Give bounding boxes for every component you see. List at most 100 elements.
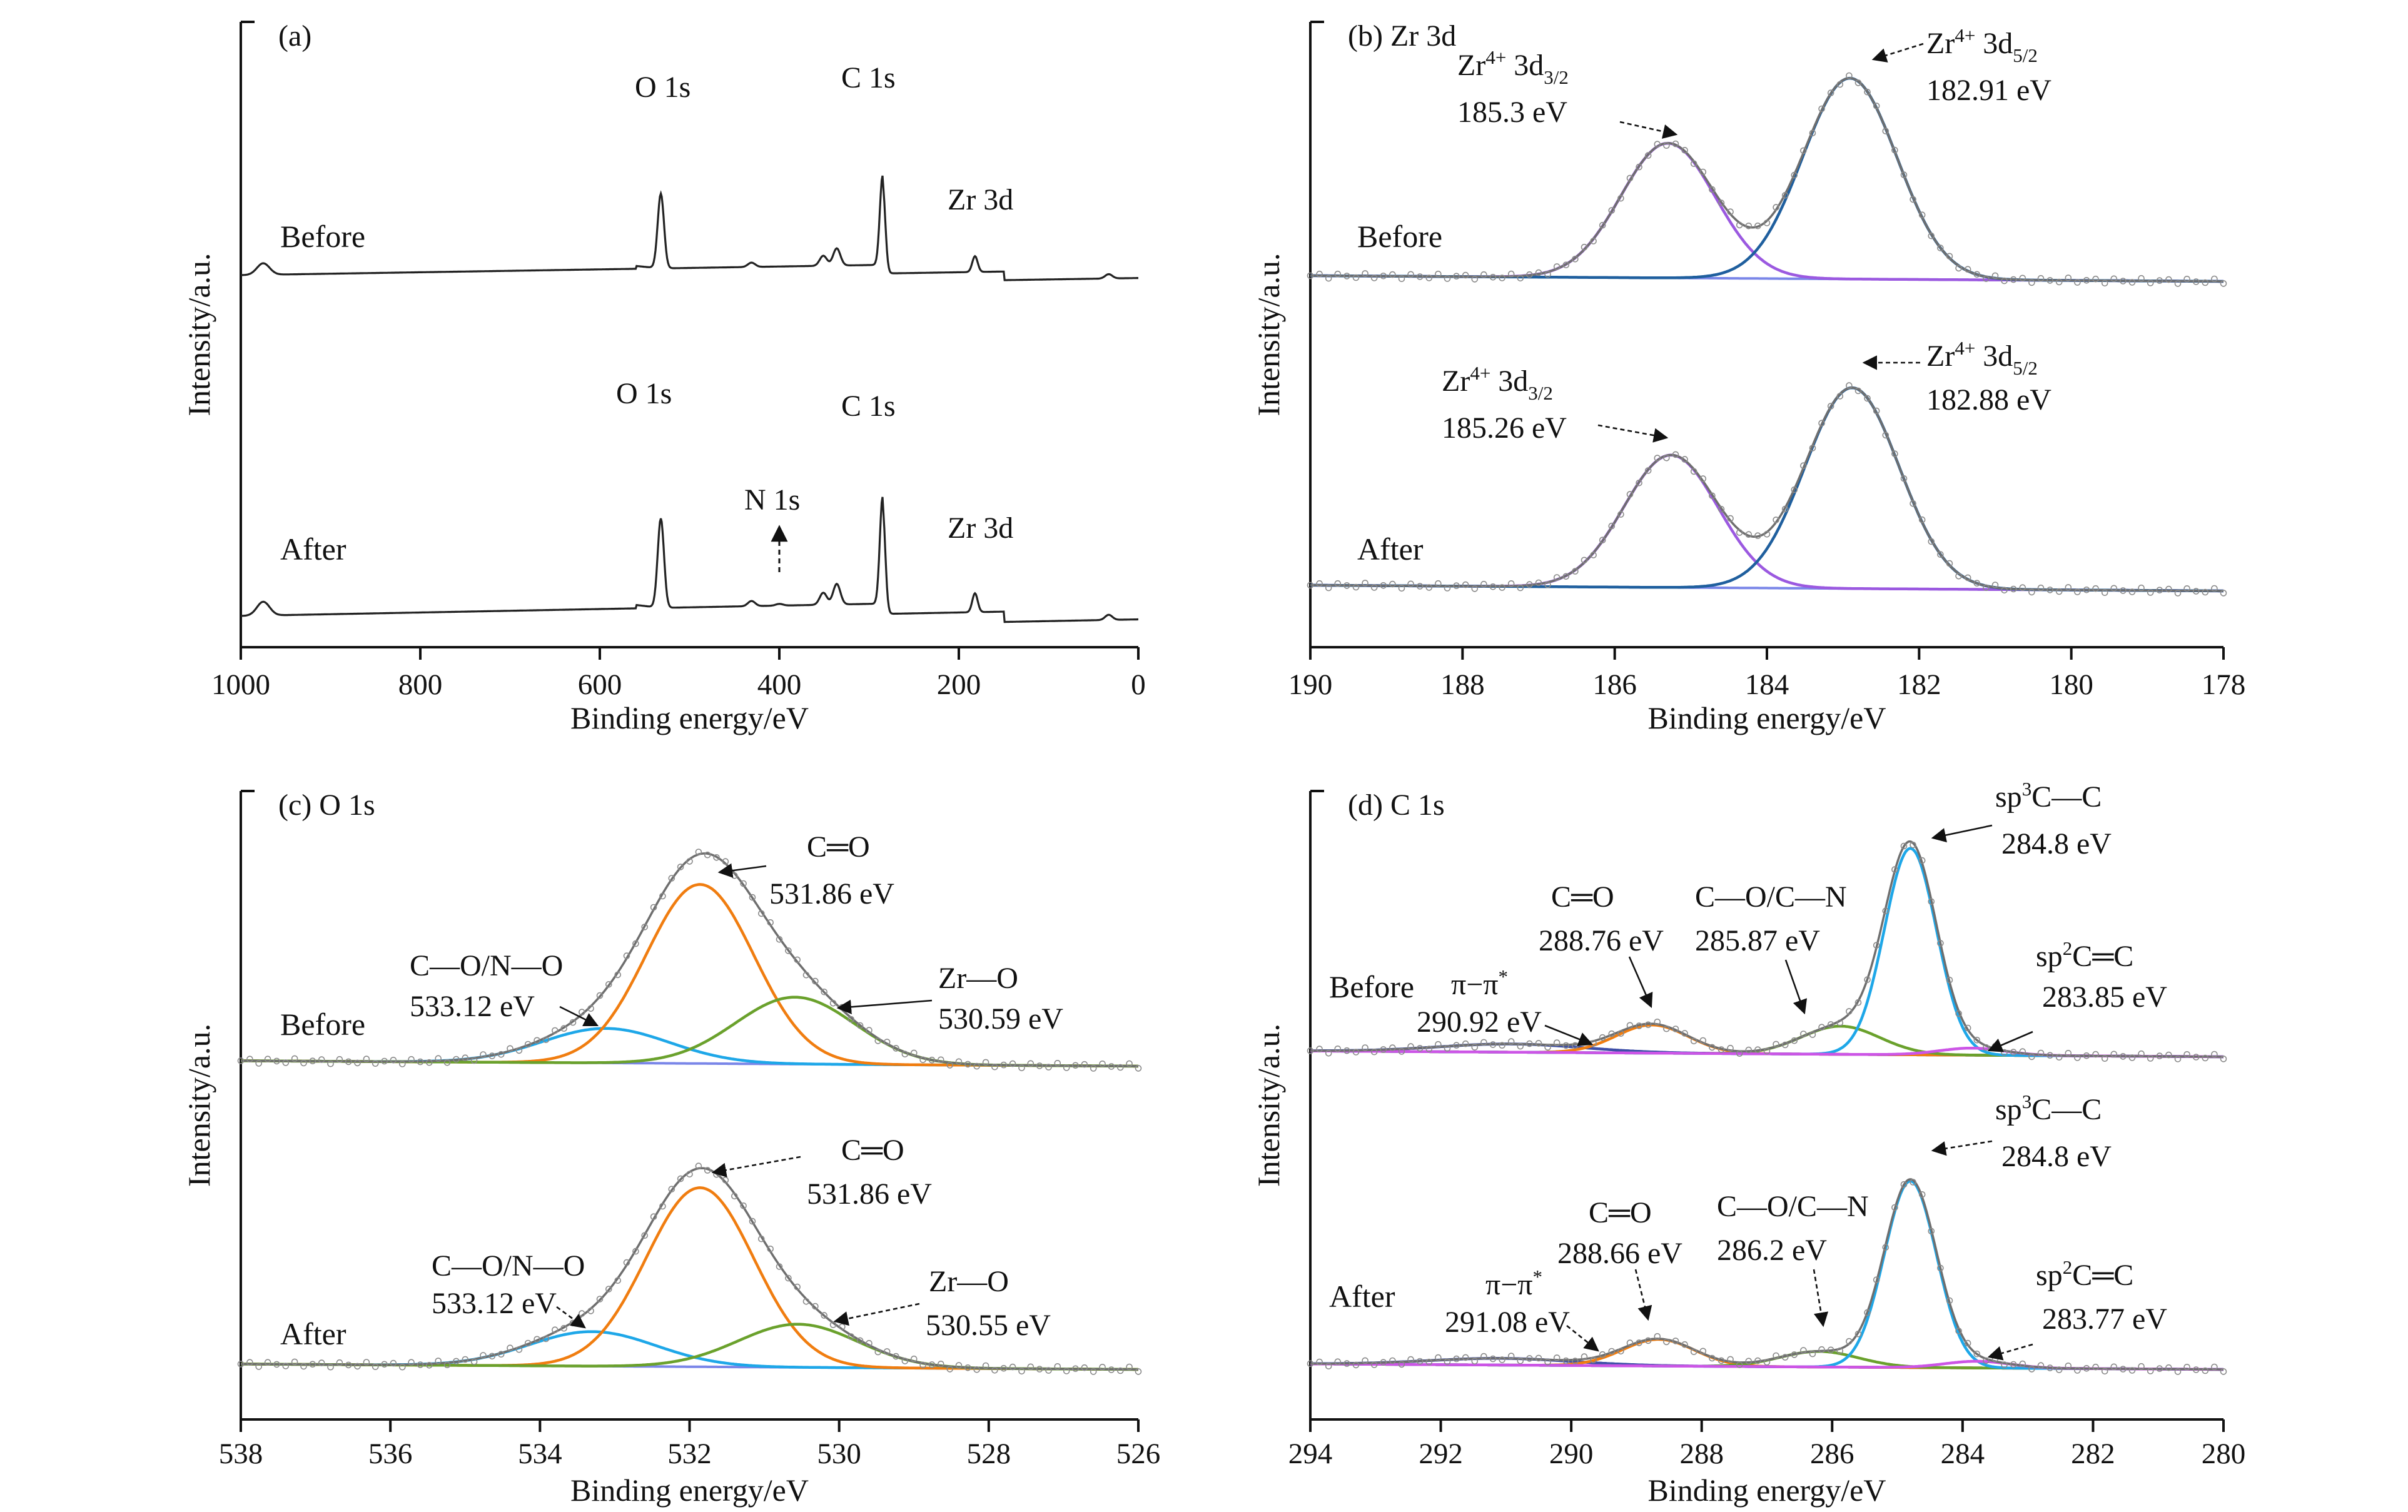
raw-data-point	[1535, 1354, 1542, 1362]
raw-data-point	[560, 1324, 567, 1332]
raw-data-point	[623, 1259, 630, 1266]
raw-data-point	[1836, 1347, 1844, 1354]
raw-data-point	[2001, 1361, 2008, 1368]
raw-data-point	[398, 1061, 406, 1067]
raw-data-point	[480, 1352, 487, 1359]
raw-data-point	[507, 1045, 513, 1052]
raw-data-point	[1435, 580, 1442, 587]
raw-data-point	[1316, 1358, 1323, 1366]
raw-data-point	[1864, 976, 1871, 983]
raw-data-point	[1462, 271, 1469, 279]
raw-data-point	[2065, 275, 2072, 281]
raw-data-point	[1507, 1038, 1515, 1045]
raw-data-point	[345, 1361, 352, 1369]
annotation-arrow	[1544, 1024, 1594, 1047]
raw-data-point	[1791, 171, 1798, 179]
raw-data-point	[1599, 221, 1606, 229]
raw-data-point	[1063, 1368, 1070, 1374]
raw-data-point	[578, 1009, 585, 1016]
raw-data-point	[1964, 574, 1971, 582]
raw-data-point	[425, 1059, 433, 1066]
raw-data-point	[1754, 1046, 1761, 1053]
raw-data-point	[408, 1056, 415, 1063]
raw-data-point	[1416, 1045, 1424, 1052]
raw-data-point	[1900, 171, 1908, 178]
raw-data-point	[1507, 270, 1515, 278]
raw-data-point	[1135, 1065, 1142, 1072]
raw-data-point	[1562, 1042, 1570, 1049]
raw-data-point	[354, 1363, 361, 1370]
raw-data-point	[1343, 582, 1350, 589]
peak-energy: 185.26 eV	[1442, 411, 1567, 445]
raw-data-point	[802, 972, 810, 979]
raw-data-point	[1362, 580, 1368, 587]
raw-data-point	[1480, 1039, 1487, 1046]
raw-data-point	[2211, 585, 2218, 592]
x-tick-label: 534	[518, 1438, 562, 1470]
raw-data-point	[2046, 1364, 2053, 1371]
raw-data-point	[2092, 275, 2099, 283]
raw-data-point	[1425, 275, 1433, 281]
peak-label: Zr—O	[929, 1265, 1009, 1298]
raw-data-point	[1471, 585, 1479, 592]
raw-data-point	[443, 1059, 451, 1066]
raw-data-point	[2202, 588, 2209, 596]
raw-data-point	[731, 1192, 738, 1200]
raw-data-point	[1827, 1021, 1834, 1028]
raw-data-point	[1544, 581, 1551, 588]
raw-data-point	[1699, 1348, 1707, 1355]
peak-label: Zr—O	[938, 962, 1018, 995]
raw-data-point	[2202, 1054, 2209, 1062]
raw-data-point	[1553, 1039, 1561, 1046]
raw-data-point	[2174, 280, 2182, 287]
raw-data-point	[425, 1362, 433, 1369]
annotation-arrow	[1566, 1324, 1599, 1352]
raw-data-point	[1352, 583, 1360, 591]
x-tick-label: 284	[1941, 1438, 1985, 1470]
raw-data-point	[2183, 585, 2190, 592]
raw-data-point	[1325, 1363, 1332, 1369]
raw-data-point	[964, 1364, 971, 1371]
raw-data-point	[1380, 272, 1387, 280]
raw-data-point	[1663, 1338, 1670, 1346]
raw-data-point	[381, 1361, 388, 1368]
raw-data-point	[1983, 275, 1990, 282]
raw-data-point	[300, 1363, 307, 1370]
raw-data-point	[1973, 1037, 1981, 1044]
raw-data-point	[1928, 898, 1935, 905]
raw-data-point	[1407, 1356, 1414, 1363]
annotation-arrow	[1871, 43, 1924, 63]
raw-data-point	[1918, 857, 1926, 864]
raw-data-point	[2183, 1364, 2190, 1371]
raw-data-point	[2120, 1366, 2127, 1373]
raw-data-point	[1846, 72, 1853, 79]
raw-data-point	[1416, 273, 1424, 280]
raw-data-point	[1572, 1358, 1579, 1364]
raw-data-point	[327, 1060, 334, 1067]
x-tick-label: 180	[2049, 668, 2093, 701]
raw-data-point	[1389, 580, 1396, 588]
raw-data-point	[874, 1348, 882, 1356]
raw-data-point	[237, 1057, 245, 1064]
raw-data-point	[318, 1056, 325, 1063]
raw-data-point	[480, 1051, 487, 1058]
raw-data-point	[2147, 1055, 2154, 1062]
raw-data-point	[776, 1263, 783, 1270]
raw-data-point	[2055, 1054, 2063, 1061]
x-axis-title: Binding energy/eV	[570, 1473, 809, 1508]
x-tick-label: 400	[757, 668, 802, 701]
raw-data-point	[273, 1057, 280, 1065]
peak-label: C—O/C—N	[1717, 1190, 1869, 1223]
raw-data-point	[1444, 1358, 1451, 1365]
raw-data-point	[1444, 1045, 1451, 1052]
raw-data-point	[1663, 454, 1670, 461]
raw-data-point	[327, 1363, 334, 1371]
peak-label: O 1s	[616, 377, 672, 410]
raw-data-point	[1873, 407, 1880, 415]
peak-label: N 1s	[744, 483, 800, 517]
panel-title: (b) Zr 3d	[1348, 19, 1456, 53]
raw-data-point	[390, 1359, 397, 1367]
raw-data-point	[2028, 588, 2035, 596]
